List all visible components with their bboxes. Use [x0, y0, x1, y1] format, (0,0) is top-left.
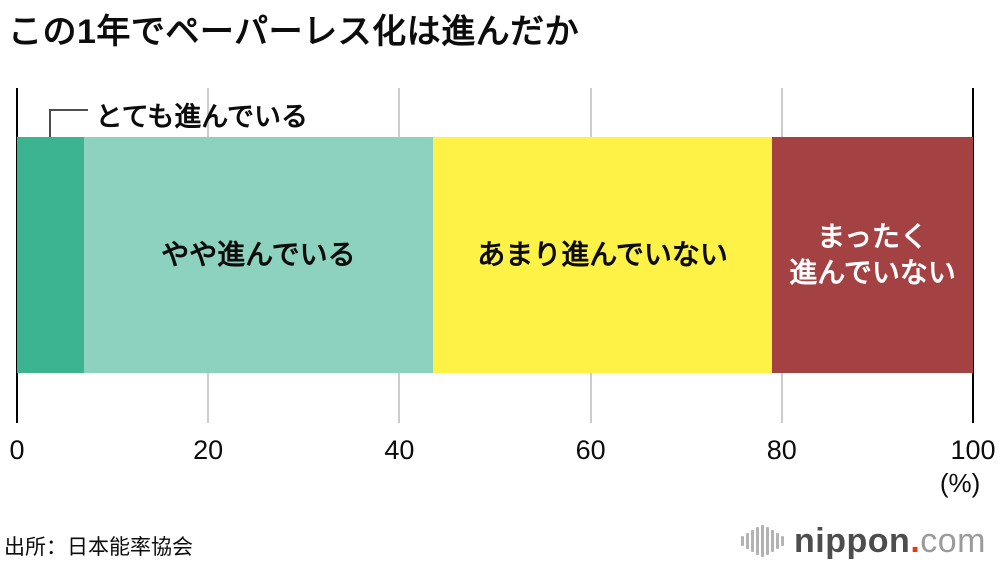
source-credit: 出所：日本能率協会	[4, 536, 193, 559]
x-tick-label-40: 40	[384, 435, 415, 465]
callout-line-vertical	[49, 109, 52, 137]
x-tick-label-80: 80	[766, 435, 797, 465]
segment-label: あまり進んでいない	[477, 239, 728, 270]
soundwave-bars-icon	[741, 522, 785, 560]
axis-line-100	[972, 88, 974, 423]
axis-unit-label: (%)	[939, 468, 981, 498]
logo-dot: .	[910, 522, 921, 560]
logo-wordmark: nippon.com	[794, 522, 986, 560]
bar-segment-2: やや進んでいる	[83, 137, 433, 373]
chart-title: この1年でペーパーレス化は進んだか	[8, 13, 580, 51]
bar-segment-3: あまり進んでいない	[432, 137, 773, 373]
segment-label: やや進んでいる	[161, 239, 356, 270]
logo-tld: com	[920, 522, 986, 560]
logo-name: nippon	[794, 522, 911, 560]
x-axis: 0 20 40 60 80 100	[9, 435, 995, 467]
callout-line-horizontal	[50, 109, 89, 111]
plot-area: やや進んでいる あまり進んでいない まったく 進んでいない とても進んでいる	[16, 88, 974, 423]
x-tick-label-60: 60	[575, 435, 606, 465]
segment-label: まったく 進んでいない	[789, 221, 956, 288]
segment-callout-label: とても進んでいる	[95, 102, 308, 132]
nippon-com-logo: nippon.com	[741, 522, 986, 560]
x-tick-label-0: 0	[9, 435, 25, 465]
x-tick-label-100: 100	[950, 435, 996, 465]
bar-segment-1	[17, 137, 84, 373]
x-tick-label-20: 20	[193, 435, 224, 465]
stacked-bar: やや進んでいる あまり進んでいない まったく 進んでいない	[17, 137, 973, 373]
bar-segment-4: まったく 進んでいない	[772, 137, 973, 373]
